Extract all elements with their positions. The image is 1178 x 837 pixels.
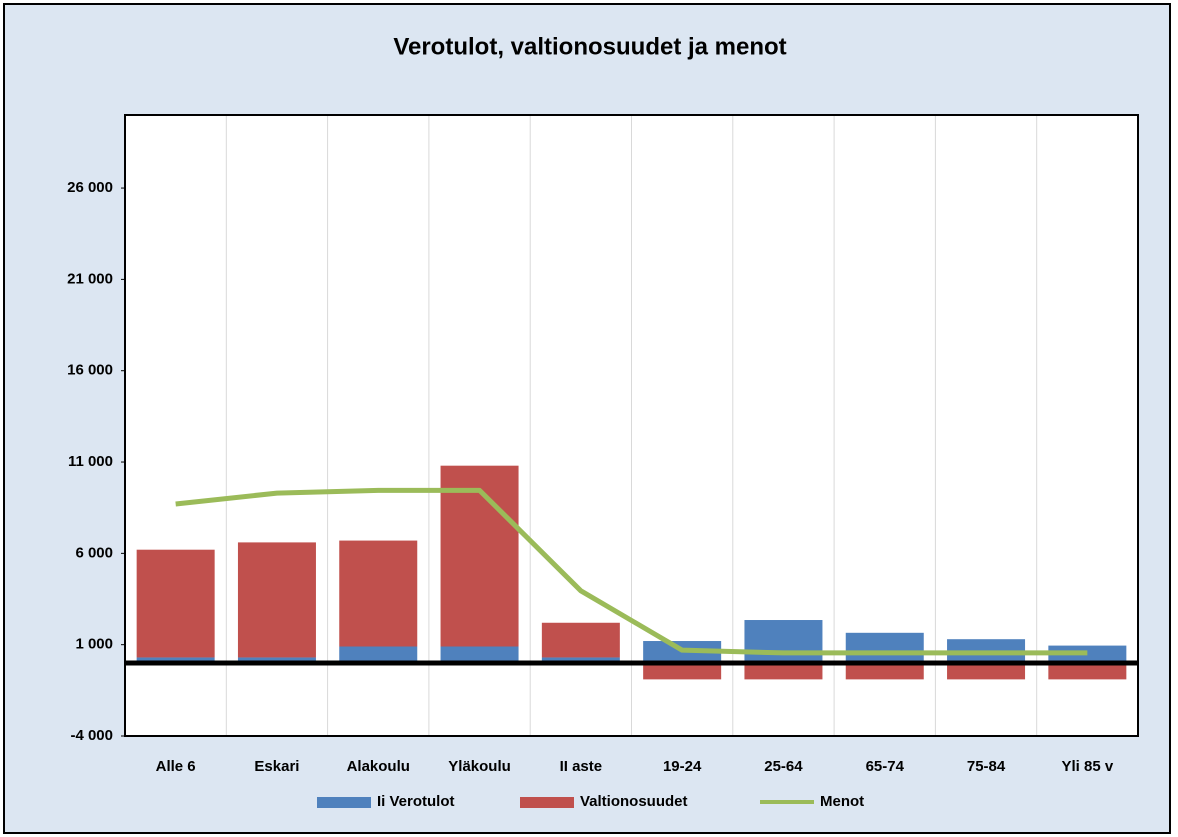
x-tick-label: Alle 6 [156, 758, 196, 775]
y-tick-label: -4 000 [70, 727, 113, 744]
bar [744, 662, 823, 680]
bar [744, 620, 823, 663]
bar [440, 646, 519, 663]
x-tick-label: 65-74 [866, 758, 905, 775]
bar [440, 465, 519, 647]
line [175, 487, 1088, 656]
y-tick-label: 21 000 [67, 270, 113, 287]
y-tick-label: 16 000 [67, 362, 113, 379]
bar [339, 646, 418, 663]
x-tick-label: 75-84 [967, 758, 1006, 775]
legend-label: Menot [820, 793, 864, 810]
bar [136, 657, 215, 663]
y-tick-label: 6 000 [75, 544, 113, 561]
bar [541, 622, 620, 658]
bar [947, 662, 1026, 680]
y-tick-label: 1 000 [75, 636, 113, 653]
x-tick-label: 25-64 [764, 758, 803, 775]
legend-label: Valtionosuudet [580, 793, 688, 810]
bar [845, 632, 924, 663]
bar [845, 662, 924, 680]
legend-swatch [520, 797, 574, 808]
bar [643, 662, 722, 680]
x-tick-label: Alakoulu [347, 758, 410, 775]
bar [1048, 662, 1127, 680]
bar [237, 657, 316, 663]
x-tick-label: Eskari [254, 758, 299, 775]
chart-title: Verotulot, valtionosuudet ja menot [393, 33, 786, 60]
legend-swatch [317, 797, 371, 808]
x-tick-label: II aste [560, 758, 603, 775]
legend-label: Ii Verotulot [377, 793, 455, 810]
y-tick-label: 26 000 [67, 179, 113, 196]
bar [237, 542, 316, 658]
bar [136, 549, 215, 658]
y-tick-label: 11 000 [68, 453, 113, 470]
bar [339, 540, 418, 647]
x-tick-label: 19-24 [663, 758, 702, 775]
x-tick-label: Yli 85 v [1061, 758, 1113, 775]
bar [541, 657, 620, 663]
plot-border [124, 114, 1139, 737]
x-tick-label: Yläkoulu [448, 758, 511, 775]
